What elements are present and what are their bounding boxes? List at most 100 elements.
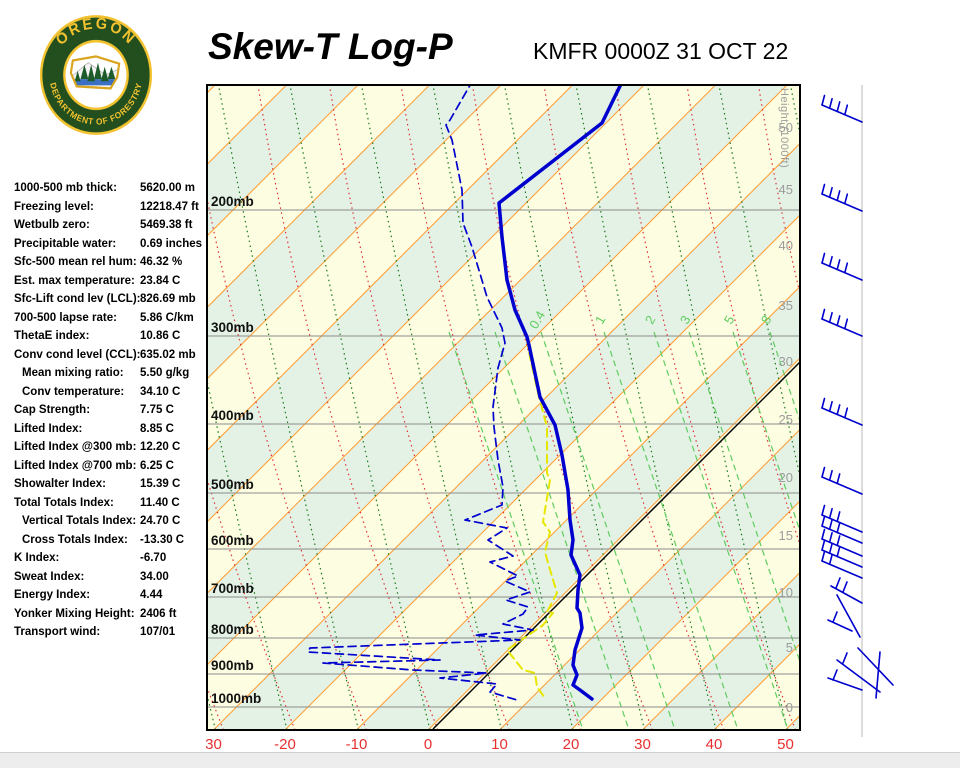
temp-tick-label: 50 (777, 736, 794, 753)
indices-panel: 1000-500 mb thick: 5620.00 m Freezing leve… (14, 182, 209, 645)
index-label: Cap Strength: (14, 404, 91, 416)
dry-adiabat-line (328, 85, 511, 730)
height-tick-label: 50 (779, 120, 793, 135)
wind-barbs (821, 94, 894, 699)
moist-adiabat-line (432, 85, 574, 730)
isotherm-line (207, 85, 645, 523)
index-row: Cap Strength: 7.75 C (14, 404, 209, 423)
isotherm-line (207, 85, 573, 452)
index-value: 826.69 mb (140, 293, 196, 305)
pressure-label: 400mb (211, 408, 254, 423)
wetbulb-trace (506, 339, 558, 699)
isotherm-line (785, 714, 800, 730)
index-value: 4.44 (140, 589, 163, 601)
index-row: Lifted Index @700 mb: 6.25 C (14, 460, 209, 479)
index-row: Total Totals Index: 11.40 C (14, 497, 209, 516)
wind-barb-tick (836, 473, 841, 485)
index-row: Wetbulb zero: 5469.38 ft (14, 219, 209, 238)
index-label: Freezing level: (14, 200, 94, 213)
height-tick-label: 5 (786, 640, 793, 655)
index-label: Precipitable water: (14, 237, 117, 250)
page-title: Skew-T Log-P (208, 26, 453, 67)
index-value: 6.25 C (140, 459, 174, 472)
wind-barb-tick (843, 104, 849, 116)
wind-barb-tick (821, 94, 826, 106)
wind-barb-segment (836, 659, 881, 693)
index-label: Sweat Index: (14, 570, 85, 583)
index-value: 11.40 C (140, 496, 180, 509)
odf-logo: OREGON DEPARTMENT OF FORESTRY (39, 15, 153, 135)
station-datetime: KMFR 0000Z 31 OCT 22 (533, 38, 789, 64)
wind-barb-tick (821, 397, 826, 409)
wind-barb-staff (821, 514, 863, 533)
index-label: Lifted Index @300 mb: (14, 441, 137, 453)
dry-adiabat-line (207, 685, 225, 730)
wind-barb-tick (828, 542, 833, 555)
wind-barb-tick (828, 507, 833, 520)
isotherm-line (570, 500, 800, 730)
height-tick-label: 0 (786, 700, 793, 715)
index-label: Vertical Totals Index: (22, 515, 137, 527)
wind-barb-segment (830, 585, 863, 604)
height-axis-title: Height (1000ft) (778, 88, 790, 169)
moist-adiabat-line (289, 85, 431, 730)
wind-barb-tick (836, 522, 841, 534)
moist-adiabat-line (207, 377, 288, 730)
index-row: Mean mixing ratio: 5.50 g/kg (14, 367, 209, 386)
isotherm-line (427, 357, 800, 730)
wind-barb-tick (828, 553, 833, 566)
pressure-label: 700mb (211, 581, 254, 596)
index-label: Cross Totals Index: (22, 533, 128, 546)
isotherm-band (857, 85, 960, 730)
wind-barb-tick (821, 539, 826, 551)
wind-barb-tick (821, 504, 826, 516)
index-row: Freezing level: 12218.47 ft (14, 201, 209, 220)
isotherm-line (213, 142, 800, 730)
index-label: Total Totals Index: (14, 496, 114, 509)
dry-adiabat-line (686, 85, 800, 547)
wind-barb-staff (821, 476, 863, 495)
index-value: 8.85 C (140, 422, 174, 435)
dry-adiabat-line (543, 85, 725, 730)
plot-border (206, 84, 801, 731)
temp-tick-label: -20 (274, 736, 296, 753)
wind-barb-tick (828, 255, 833, 268)
pressure-label: 600mb (211, 533, 254, 548)
wind-barb-segment (832, 611, 838, 623)
isotherm-band (0, 85, 144, 730)
index-value: 46.32 % (140, 256, 183, 268)
bottom-gray-strip (0, 752, 960, 768)
moist-adiabat-line (503, 85, 646, 730)
height-tick-label: 40 (779, 238, 793, 253)
wind-barb-tick (843, 193, 849, 205)
wind-barb-staff (821, 549, 863, 568)
isotherm-line (642, 571, 800, 730)
wind-barb-tick (828, 518, 833, 531)
index-label: 700-500 lapse rate: (14, 311, 117, 324)
wind-barb-staff (821, 538, 863, 557)
wind-barb-segment (827, 619, 853, 632)
index-value: 2406 ft (140, 607, 177, 620)
pressure-label: 200mb (211, 194, 254, 209)
index-row: Precipitable water: 0.69 inches (14, 238, 209, 257)
wind-barb-staff (821, 525, 863, 544)
moist-adiabat-line (360, 85, 503, 730)
wind-barb-tick (843, 262, 849, 274)
index-row: Conv cond level (CCL): 635.02 mb (14, 349, 209, 368)
isotherm-band (785, 715, 800, 730)
wind-barb-segment (842, 652, 848, 664)
index-row: 700-500 lapse rate: 5.86 C/km (14, 312, 209, 331)
index-value: 34.00 (140, 570, 169, 583)
plot-grid (0, 85, 960, 730)
wind-barb-staff (821, 560, 863, 579)
pressure-label: 1000mb (211, 691, 261, 706)
index-row: Yonker Mixing Height: 2406 ft (14, 608, 209, 627)
wind-barb-segment (836, 594, 861, 638)
index-value: 5469.38 ft (140, 219, 193, 231)
height-axis-title-line2: (1000ft) (778, 126, 790, 169)
wind-barb-tick (821, 515, 826, 527)
index-label: Sfc-500 mean rel hum: (14, 256, 137, 268)
index-row: Energy Index: 4.44 (14, 589, 209, 608)
isotherm-line (207, 85, 502, 380)
